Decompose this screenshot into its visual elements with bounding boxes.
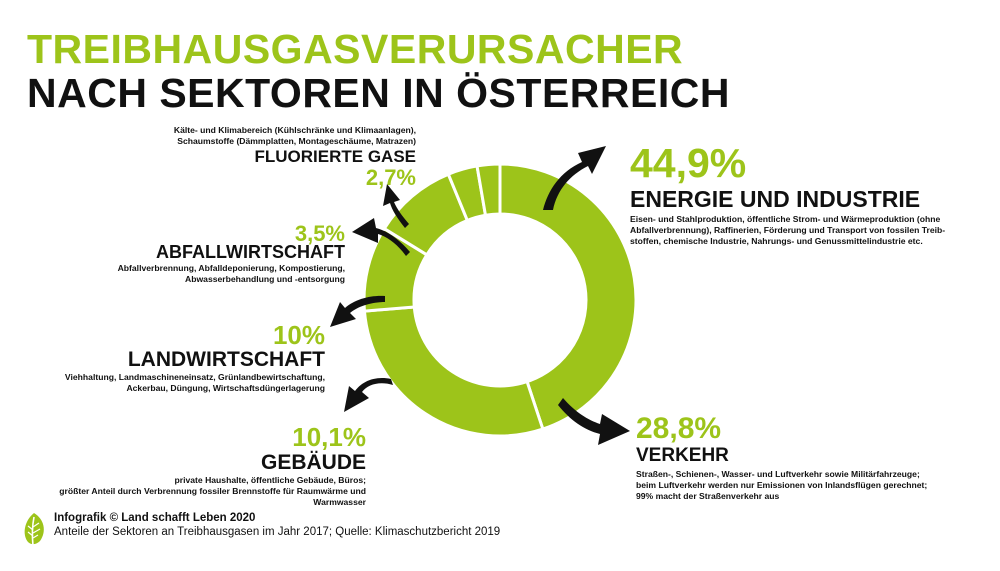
donut-slice-fluorierte-gase [475,162,502,217]
title-line-2: NACH SEKTOREN IN ÖSTERREICH [27,70,730,116]
curved-arrow-icon [383,184,409,228]
curved-arrow-icon [330,295,385,327]
gebaeude-name: GEBÄUDE [260,451,366,474]
abfallwirtschaft-value: 3,5% [294,221,345,246]
verkehr-description: Straßen-, Schienen-, Wasser- und Luftver… [636,469,928,501]
footer: Infografik © Land schafft Leben 2020 Ant… [54,511,500,539]
fluorierte-gase-description: Kälte- und Klimabereich (Kühlschränke un… [173,125,416,146]
energie-industrie-value: 44,9% [630,140,747,186]
verkehr-value: 28,8% [636,412,722,445]
curved-arrow-icon [344,378,393,412]
leaf-icon [24,513,44,547]
abfallwirtschaft-description: Abfallverbrennung, Abfalldeponierung, Ko… [117,263,345,284]
energie-industrie-name: ENERGIE UND INDUSTRIE [630,186,921,212]
pointer-arrows [330,146,630,445]
curved-arrow-icon [558,398,630,445]
curved-arrow-icon [352,218,410,256]
fluorierte-gase-name: FLUORIERTE GASE [254,147,416,166]
donut-slice-verkehr [362,305,545,438]
verkehr-name: VERKEHR [636,445,729,466]
landwirtschaft-description: Viehhaltung, Landmaschineneinsatz, Grünl… [64,372,325,393]
footer-credit: Infografik © Land schafft Leben 2020 [54,512,256,524]
landwirtschaft-value: 10% [272,320,325,350]
gebaeude-value: 10,1% [292,422,366,452]
gebaeude-description: private Haushalte, öffentliche Gebäude, … [59,475,366,507]
footer-source: Anteile der Sektoren an Treibhausgasen i… [54,526,501,538]
donut-slice-energie-und-industrie [498,162,638,431]
landwirtschaft-name: LANDWIRTSCHAFT [127,348,325,371]
abfallwirtschaft-name: ABFALLWIRTSCHAFT [156,242,345,262]
energie-industrie-description: Eisen- und Stahlproduktion, öffentliche … [630,214,946,246]
curved-arrow-icon [543,146,606,210]
fluorierte-gase-value: 2,7% [365,165,416,190]
title-line-1: TREIBHAUSGASVERURSACHER [27,26,684,72]
